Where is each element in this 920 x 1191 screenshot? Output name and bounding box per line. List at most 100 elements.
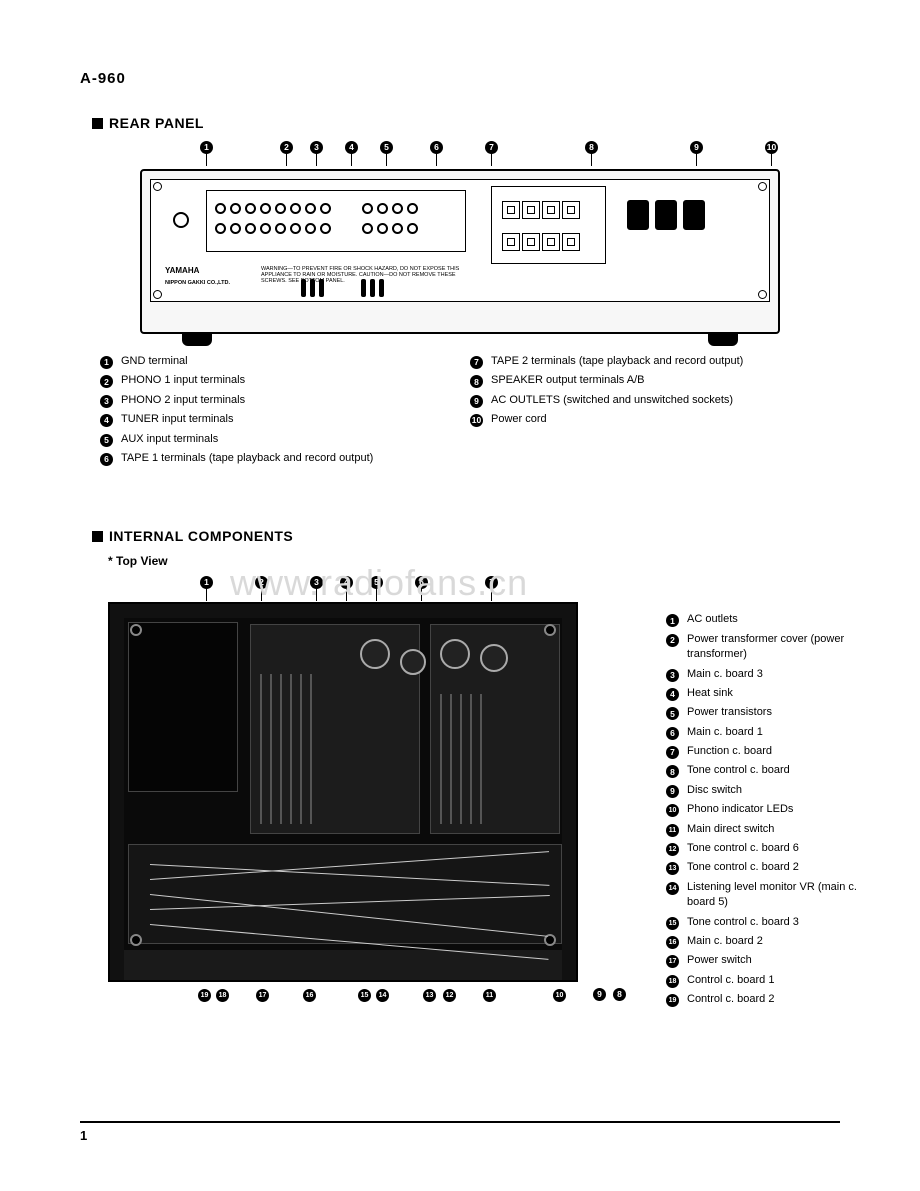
callout: 9 <box>593 986 606 1001</box>
callout-number-icon: 6 <box>100 453 113 466</box>
outlet-area <box>621 186 751 264</box>
callout-number-icon: 2 <box>666 634 679 647</box>
callout-number-icon: 3 <box>100 395 113 408</box>
foot-icon <box>708 332 738 346</box>
callout-number-icon: 10 <box>666 804 679 817</box>
callout-number-icon: 8 <box>613 988 626 1001</box>
legend-text: Power transformer cover (power transform… <box>687 632 860 663</box>
legend-item: 1 AC outlets <box>666 610 860 629</box>
callout-number-icon: 16 <box>666 936 679 949</box>
callout-number-icon: 10 <box>470 414 483 427</box>
legend-text: AUX input terminals <box>121 432 218 447</box>
callout-number-icon: 5 <box>666 707 679 720</box>
legend-text: TAPE 1 terminals (tape playback and reco… <box>121 451 373 466</box>
watermark-text: www.radiofans.cn <box>230 562 528 604</box>
input-plate <box>206 190 466 252</box>
rear-panel-title: REAR PANEL <box>109 115 204 131</box>
footer-rule <box>80 1121 840 1123</box>
callout-number-icon: 15 <box>358 989 371 1002</box>
callout-number-icon: 3 <box>666 669 679 682</box>
callout-number-icon: 13 <box>423 989 436 1002</box>
page-number: 1 <box>80 1128 87 1143</box>
legend-text: Listening level monitor VR (main c. boar… <box>687 880 860 911</box>
vent-slots <box>361 279 384 297</box>
rear-panel-plate: YAMAHA NIPPON GAKKI CO.,LTD. WARNING—TO … <box>150 179 770 302</box>
legend-item: 14 Listening level monitor VR (main c. bo… <box>666 878 860 913</box>
callout-number-icon: 19 <box>198 989 211 1002</box>
screw-icon <box>153 290 162 299</box>
internal-heading: INTERNAL COMPONENTS <box>92 528 860 544</box>
legend-text: Power transistors <box>687 705 772 720</box>
callout-number-icon: 17 <box>256 989 269 1002</box>
callout: 8 <box>613 986 626 1001</box>
asterisk-icon: * <box>108 554 113 568</box>
legend-item: 15 Tone control c. board 3 <box>666 913 860 932</box>
legend-item: 19Control c. board 2 <box>666 990 860 1009</box>
callout-number-icon: 4 <box>666 688 679 701</box>
legend-text: Tone control c. board 6 <box>687 841 799 856</box>
rear-panel-diagram: YAMAHA NIPPON GAKKI CO.,LTD. WARNING—TO … <box>140 169 780 334</box>
callout-number-icon: 14 <box>666 882 679 895</box>
legend-text: Tone control c. board <box>687 763 790 778</box>
top-view-diagram <box>108 602 578 982</box>
legend-text: PHONO 2 input terminals <box>121 393 245 408</box>
legend-item: 2 Power transformer cover (power transfor… <box>666 630 860 665</box>
legend-item: 10 Phono indicator LEDs <box>666 800 860 819</box>
rca-row <box>362 203 418 214</box>
callout: 15 <box>358 986 371 1002</box>
top-view-label: Top View <box>116 554 168 568</box>
legend-item: 7TAPE 2 terminals (tape playback and rec… <box>470 352 800 371</box>
callout-number-icon: 19 <box>666 994 679 1007</box>
callout-number-icon: 9 <box>470 395 483 408</box>
callout: 17 <box>256 986 269 1002</box>
mfr-label: NIPPON GAKKI CO.,LTD. <box>165 280 230 286</box>
legend-item: 2 PHONO 1 input terminals <box>100 371 430 390</box>
legend-item: 9Disc switch <box>666 781 860 800</box>
legend-text: Heat sink <box>687 686 733 701</box>
callout-number-icon: 14 <box>376 989 389 1002</box>
callout-number-icon: 11 <box>666 824 679 837</box>
model-number: A-960 <box>80 70 860 87</box>
callout: 13 <box>423 986 436 1002</box>
legend-text: Tone control c. board 2 <box>687 860 799 875</box>
rear-legend: 1GND terminal2PHONO 1 input terminals3PH… <box>100 352 860 468</box>
legend-item: 6 TAPE 1 terminals (tape playback and rec… <box>100 449 430 468</box>
bottom-callout-row: 1918171615141312111098 <box>168 986 648 1008</box>
legend-item: 18Control c. board 1 <box>666 971 860 990</box>
callout-number-icon: 1 <box>666 614 679 627</box>
callout-number-icon: 15 <box>666 917 679 930</box>
legend-text: PHONO 1 input terminals <box>121 373 245 388</box>
callout: 12 <box>443 986 456 1002</box>
callout-number-icon: 8 <box>666 765 679 778</box>
callout: 10 <box>553 986 566 1002</box>
callout-number-icon: 7 <box>666 746 679 759</box>
internal-title: INTERNAL COMPONENTS <box>109 528 293 544</box>
screw-icon <box>758 290 767 299</box>
legend-item: 17Power switch <box>666 951 860 970</box>
callout-number-icon: 2 <box>100 375 113 388</box>
callout-number-icon: 9 <box>666 785 679 798</box>
legend-text: TAPE 2 terminals (tape playback and reco… <box>491 354 743 369</box>
legend-text: Phono indicator LEDs <box>687 802 793 817</box>
legend-item: 5AUX input terminals <box>100 430 430 449</box>
callout-number-icon: 9 <box>593 988 606 1001</box>
callout: 19 <box>198 986 211 1002</box>
legend-item: 7Function c. board <box>666 742 860 761</box>
callout-number-icon: 4 <box>100 414 113 427</box>
screw-icon <box>758 182 767 191</box>
callout-number-icon: 8 <box>470 375 483 388</box>
callout-number-icon: 16 <box>303 989 316 1002</box>
rca-row <box>362 223 418 234</box>
legend-item: 9 AC OUTLETS (switched and unswitched soc… <box>470 391 800 410</box>
legend-text: Tone control c. board 3 <box>687 915 799 930</box>
callout: 14 <box>376 986 389 1002</box>
rca-row <box>215 203 331 214</box>
legend-text: TUNER input terminals <box>121 412 233 427</box>
legend-text: AC outlets <box>687 612 738 627</box>
callout-number-icon: 17 <box>666 955 679 968</box>
legend-item: 3Main c. board 3 <box>666 665 860 684</box>
rear-callout-row: 12345678910 <box>170 139 770 169</box>
callout-number-icon: 12 <box>443 989 456 1002</box>
legend-text: AC OUTLETS (switched and unswitched sock… <box>491 393 733 408</box>
callout-number-icon: 18 <box>216 989 229 1002</box>
